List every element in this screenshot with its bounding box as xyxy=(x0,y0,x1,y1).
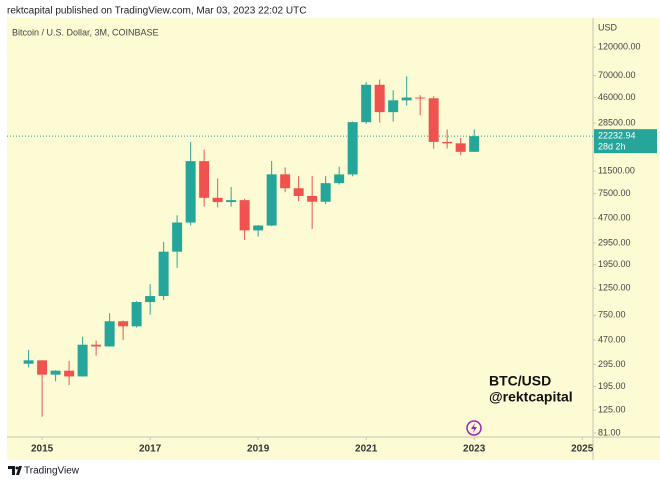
candle-body xyxy=(293,188,304,196)
candle-body xyxy=(374,84,385,113)
y-tick-label: 750.00 xyxy=(598,310,626,320)
candle-body xyxy=(91,344,102,347)
y-tick-label: 125.00 xyxy=(598,404,626,414)
candle-body xyxy=(172,222,183,252)
candle-body xyxy=(307,195,318,202)
candle-body xyxy=(226,200,237,203)
candle-body xyxy=(118,321,129,327)
candle-body xyxy=(280,174,291,189)
header: rektcapital published on TradingView.com… xyxy=(7,6,306,17)
candle-body xyxy=(23,360,34,364)
axis-unit: USD xyxy=(598,22,618,32)
y-tick-label: 4700.00 xyxy=(598,213,631,223)
candle-body xyxy=(50,370,61,375)
y-tick-label: 70000.00 xyxy=(598,70,636,80)
event-icon xyxy=(471,423,477,433)
candle-body xyxy=(320,183,331,202)
footer: TradingView xyxy=(24,466,80,477)
candle-body xyxy=(428,98,439,142)
y-tick-label: 28500.00 xyxy=(598,117,636,127)
last-price-label: 22232.94 xyxy=(598,131,636,141)
y-tick-label: 81.00 xyxy=(598,427,621,437)
y-tick-label: 1950.00 xyxy=(598,259,631,269)
y-tick-label: 11500.00 xyxy=(598,165,635,175)
chart-background xyxy=(7,18,660,460)
candle-body xyxy=(131,302,142,327)
chart-title: Bitcoin / U.S. Dollar, 3M, COINBASE xyxy=(12,27,159,37)
watermark: BTC/USD xyxy=(489,373,551,389)
candle-body xyxy=(469,136,480,152)
y-tick-label: 295.00 xyxy=(598,359,626,369)
logo xyxy=(8,466,22,475)
y-tick-label: 195.00 xyxy=(598,381,626,391)
candle-body xyxy=(253,225,264,231)
y-tick-label: 120000.00 xyxy=(598,41,641,51)
x-tick-label: 2019 xyxy=(247,444,270,455)
candle-body xyxy=(145,296,156,303)
candle-body xyxy=(158,251,169,297)
candle-body xyxy=(104,321,115,347)
x-tick-label: 2025 xyxy=(571,444,594,455)
y-tick-label: 2950.00 xyxy=(598,237,631,247)
x-tick-label: 2017 xyxy=(139,444,162,455)
candle-body xyxy=(415,97,426,99)
candle-body xyxy=(455,143,466,152)
candle-body xyxy=(388,100,399,113)
candle-body xyxy=(64,370,75,377)
y-tick-label: 46000.00 xyxy=(598,92,636,102)
y-tick-label: 1250.00 xyxy=(598,283,631,293)
candle-body xyxy=(37,360,48,375)
x-tick-label: 2021 xyxy=(355,444,378,455)
x-tick-label: 2023 xyxy=(463,444,486,455)
candle-body xyxy=(212,197,223,203)
countdown: 28d 2h xyxy=(598,142,626,152)
watermark: @rektcapital xyxy=(489,389,573,405)
candle-body xyxy=(401,97,412,101)
candle-body xyxy=(361,84,372,123)
candle-body xyxy=(199,161,210,198)
candle-body xyxy=(266,174,277,226)
candle-body xyxy=(347,122,358,175)
candle-body xyxy=(185,161,196,223)
candle-body xyxy=(442,141,453,144)
last-price-box xyxy=(594,129,657,154)
candle-body xyxy=(334,174,345,184)
candle-body xyxy=(239,200,250,231)
x-tick-label: 2015 xyxy=(31,444,54,455)
y-tick-label: 7500.00 xyxy=(598,188,631,198)
y-tick-label: 470.00 xyxy=(598,334,626,344)
candle-body xyxy=(77,344,88,377)
